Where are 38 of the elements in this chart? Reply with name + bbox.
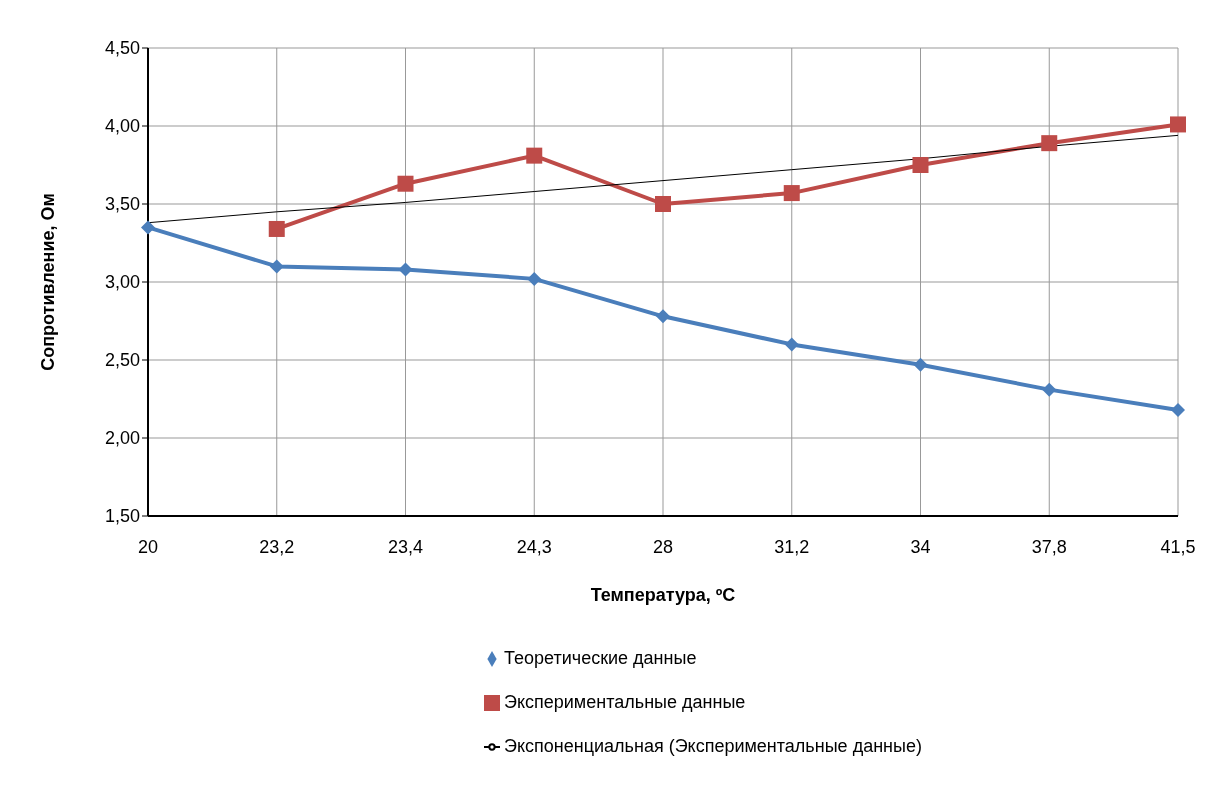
x-tick-label: 34: [910, 536, 931, 557]
legend-label: Экспоненциальная (Экспериментальные данные): [504, 736, 922, 756]
point: [527, 271, 542, 286]
point: [268, 220, 285, 237]
y-tick-label: 3,00: [104, 272, 140, 293]
point: [912, 157, 929, 173]
x-tick-label: 24,3: [516, 536, 552, 557]
point: [397, 175, 414, 192]
point: [1171, 402, 1185, 417]
point: [1042, 382, 1057, 397]
y-tick-label: 1,50: [104, 506, 140, 527]
x-tick-label: 31,2: [774, 536, 810, 557]
point: [913, 357, 928, 372]
point: [526, 147, 543, 164]
point: [141, 220, 155, 235]
point: [398, 262, 413, 277]
x-axis-title: Температура, ºC: [590, 585, 736, 605]
x-tick-label: 23,4: [387, 536, 424, 557]
y-tick-label: 4,50: [104, 38, 140, 59]
legend-label: Экспериментальные данные: [504, 692, 746, 712]
point: [1170, 116, 1186, 133]
y-tick-label: 2,00: [104, 428, 140, 449]
point: [1041, 135, 1058, 152]
point: [784, 337, 799, 352]
x-tick-label: 41,5: [1160, 536, 1196, 557]
y-tick-label: 3,50: [104, 194, 140, 215]
point: [655, 196, 671, 212]
point: [783, 185, 800, 202]
x-tick-label: 37,8: [1031, 536, 1067, 557]
x-tick-label: 23,2: [259, 536, 295, 557]
y-axis-title: Сопротивление, Ом: [38, 193, 59, 371]
point: [656, 309, 670, 324]
x-tick-label: 28: [652, 536, 674, 557]
legend-label: Теоретические данные: [504, 648, 697, 668]
y-tick-label: 4,00: [104, 116, 140, 137]
point: [269, 259, 284, 274]
y-tick-label: 2,50: [104, 350, 140, 371]
x-tick-label: 20: [137, 536, 159, 557]
